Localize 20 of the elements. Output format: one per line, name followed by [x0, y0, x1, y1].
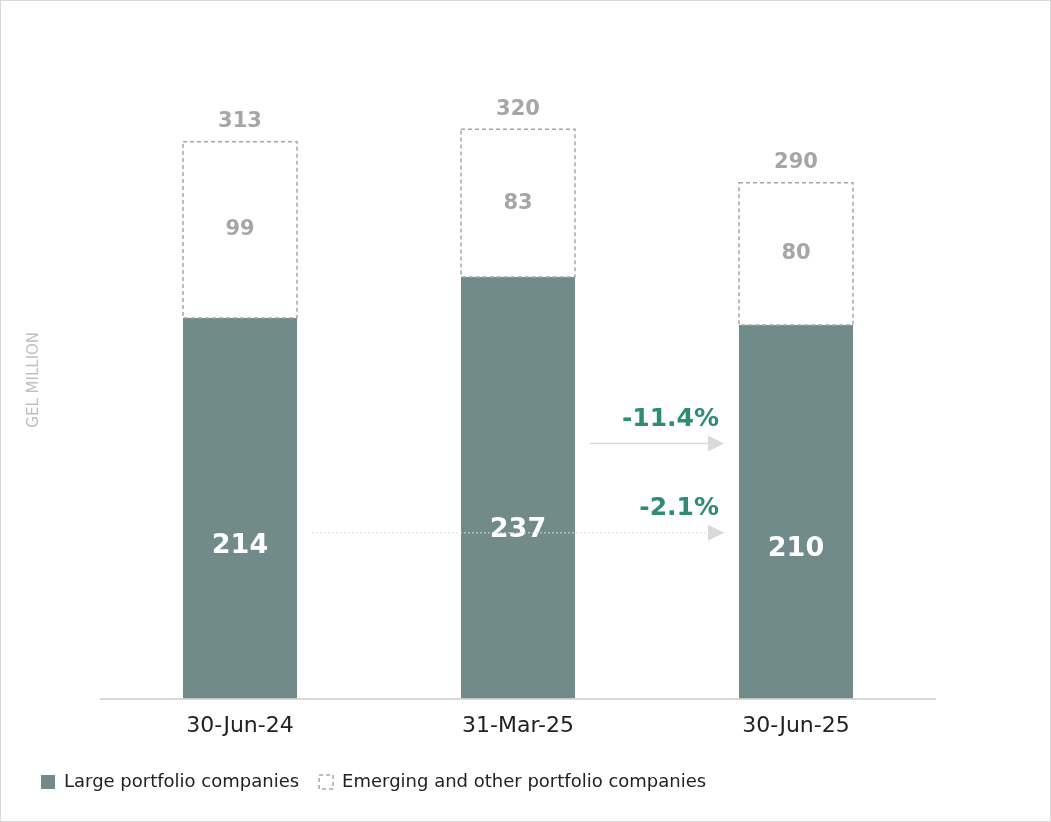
data-label: 210	[767, 531, 825, 563]
total-label: 313	[218, 108, 262, 133]
data-label: 214	[211, 528, 269, 560]
x-tick-label: 30-Jun-24	[186, 711, 294, 737]
total-label: 290	[774, 149, 818, 174]
data-label: 237	[489, 511, 547, 543]
legend-label: Large portfolio companies	[64, 769, 300, 791]
data-label: 83	[503, 189, 533, 214]
data-label: 80	[781, 240, 811, 265]
bar	[739, 325, 853, 699]
legend-label: Emerging and other portfolio companies	[342, 769, 707, 791]
total-label: 320	[496, 95, 540, 120]
annotation: -11.4%	[621, 403, 720, 433]
data-label: 99	[225, 216, 255, 241]
bar	[183, 317, 297, 699]
y-axis-title: GEL MILLION	[23, 331, 42, 428]
x-tick-label: 30-Jun-25	[742, 711, 850, 737]
x-tick-label: 31-Mar-25	[462, 711, 574, 737]
annotation: -2.1%	[639, 492, 720, 522]
bar	[461, 276, 575, 699]
